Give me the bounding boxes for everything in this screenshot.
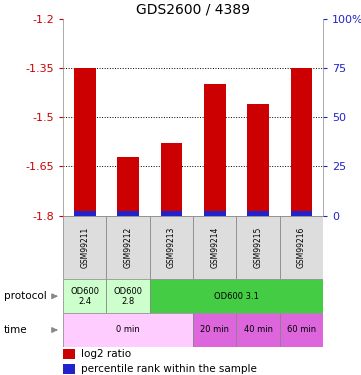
Bar [236,216,280,279]
Bar [63,279,106,313]
Text: GSM99211: GSM99211 [81,227,89,268]
Bar [236,313,280,347]
Text: 60 min: 60 min [287,326,316,334]
Text: 20 min: 20 min [200,326,229,334]
Text: protocol: protocol [4,291,46,301]
Bar [291,68,312,216]
Bar [150,216,193,279]
Text: GSM99216: GSM99216 [297,227,306,268]
Text: OD600
2.8: OD600 2.8 [114,287,143,306]
Bar [204,211,226,216]
Text: GSM99214: GSM99214 [210,227,219,268]
Title: GDS2600 / 4389: GDS2600 / 4389 [136,2,250,16]
Bar [161,211,182,216]
Bar [74,68,96,216]
Bar [63,216,106,279]
Bar [280,216,323,279]
Text: percentile rank within the sample: percentile rank within the sample [81,364,257,374]
Text: time: time [4,325,27,335]
Text: log2 ratio: log2 ratio [81,349,131,359]
Bar [117,211,139,216]
Text: 0 min: 0 min [116,326,140,334]
Bar [63,349,75,358]
Bar [247,211,269,216]
Text: GSM99213: GSM99213 [167,227,176,268]
Text: OD600
2.4: OD600 2.4 [70,287,99,306]
Bar [117,156,139,216]
Text: GSM99215: GSM99215 [254,227,262,268]
Text: GSM99212: GSM99212 [124,227,132,268]
Bar [193,313,236,347]
Bar [280,313,323,347]
Bar [193,216,236,279]
Bar [161,143,182,216]
Bar [74,211,96,216]
Bar [204,84,226,216]
Bar [291,211,312,216]
Bar [106,279,150,313]
Bar [150,279,323,313]
Bar [106,216,150,279]
Bar [63,364,75,374]
Bar [63,313,193,347]
Bar [247,104,269,216]
Text: 40 min: 40 min [244,326,273,334]
Text: OD600 3.1: OD600 3.1 [214,292,259,301]
